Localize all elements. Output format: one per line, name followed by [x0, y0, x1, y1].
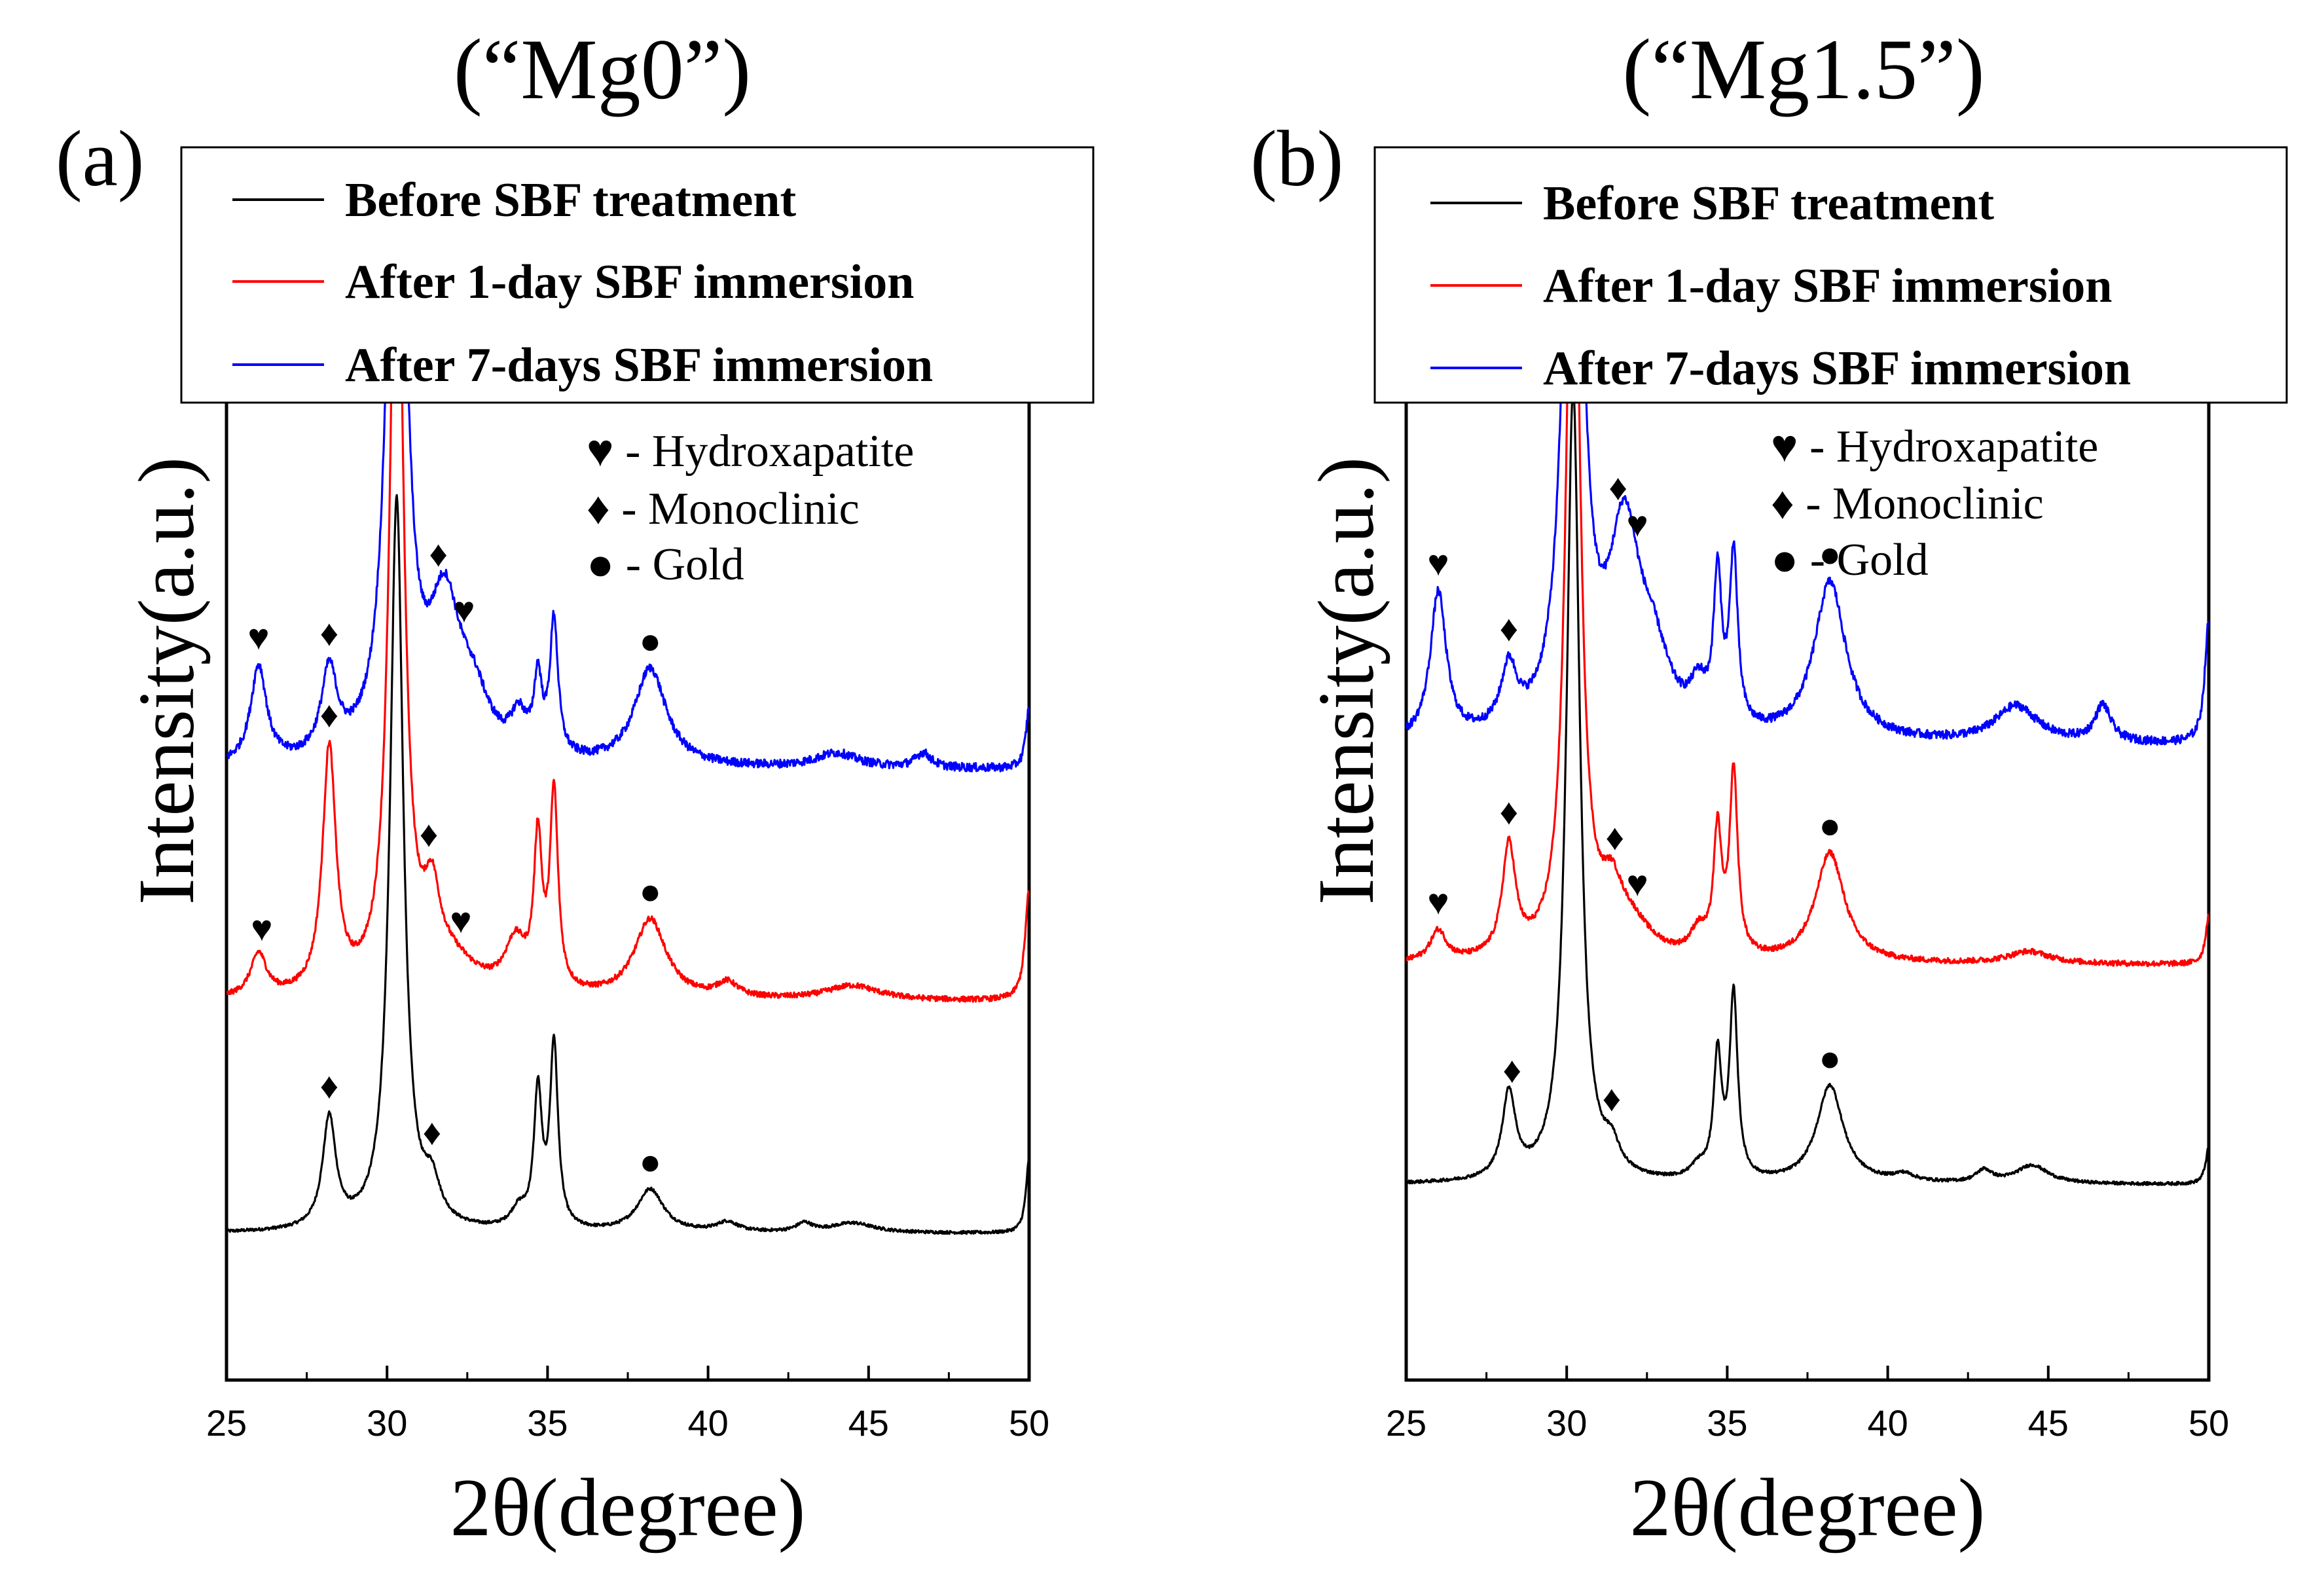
panel-a-legend: Before SBF treatment After 1-day SBF imm…	[180, 146, 1095, 404]
panel-a-x-tick-label-5: 50	[1009, 1402, 1049, 1444]
panel-b-series-1day-marker-2: ♦	[1606, 818, 1625, 858]
panel-b-series-before-marker-1: ♦	[1603, 1079, 1622, 1119]
panel-a-series-7days-marker-0: ♥	[247, 617, 269, 658]
panel-b-legend-1day: After 1-day SBF immersion	[1543, 259, 2112, 313]
panel-b-x-tick-label-0: 25	[1386, 1402, 1426, 1444]
panel-a-series-1day-marker-3: ♥	[450, 901, 471, 941]
panel-b-title: (“Mg1.5”)	[1622, 21, 1984, 117]
panel-a-legend-before: Before SBF treatment	[345, 173, 796, 227]
panel-a-series-1day-marker-1: ♦	[320, 695, 339, 735]
panel-b-series-group	[1406, 159, 2209, 1186]
panel-b-x-tick-label-2: 35	[1707, 1402, 1747, 1444]
panel-b-key-gold: ● - Gold	[1771, 535, 1929, 585]
panel-a-series-before-line	[227, 494, 1029, 1235]
panel-a-x-tick-label-0: 25	[206, 1402, 247, 1444]
panel-b-plot-area: ♦♦●♥♦♦♥●♥♦♦♥●	[1406, 159, 2209, 1186]
panel-b-y-axis-label: Intensity(a.u.)	[1302, 457, 1390, 905]
panel-a: (“Mg0”) (a) ♦♦●♥♦♦♥●♥ ♦♦♥● Before SBF tre…	[56, 21, 1095, 1554]
panel-a-series-7days-line	[227, 159, 1029, 773]
panel-a-x-axis-label: 2θ(degree)	[450, 1463, 805, 1554]
panel-b-x-ticks: 25 30 35 40 45 50	[1386, 1366, 2229, 1444]
panel-a-x-tick-label-3: 40	[687, 1402, 728, 1444]
panel-a-legend-box	[180, 146, 1095, 404]
panel-a-series-1day-marker-2: ♦	[420, 814, 439, 855]
panel-a-title: (“Mg0”)	[454, 21, 751, 117]
panel-a-series-before-marker-1: ♦	[423, 1113, 442, 1154]
panel-b-key-monoclinic: ♦ - Monoclinic	[1771, 479, 2044, 529]
panel-a-series-7days-marker-1: ♦	[320, 613, 339, 654]
panel-a-plot-area: ♦♦●♥♦♦♥●♥ ♦♦♥●	[227, 159, 1029, 1235]
panel-b-series-before-marker-0: ♦	[1503, 1050, 1522, 1091]
panel-a-series-before-marker-2: ●	[639, 1142, 661, 1183]
panel-a-x-tick-label-4: 45	[848, 1402, 889, 1444]
panel-b-series-7days-marker-4: ●	[1819, 535, 1841, 575]
panel-a-legend-7days: After 7-days SBF immersion	[345, 338, 933, 392]
panel-b-series-7days-line	[1406, 159, 2209, 746]
panel-b-series-1day-marker-3: ♥	[1626, 864, 1648, 905]
panel-b-series-7days-marker-0: ♥	[1427, 543, 1449, 584]
panel-a-key-gold: ● - Gold	[587, 539, 744, 590]
panel-b-legend-7days: After 7-days SBF immersion	[1543, 342, 2131, 395]
panel-b: (“Mg1.5”) (b) ♦♦●♥♦♦♥●♥♦♦♥● Before SBF t…	[1250, 21, 2288, 1554]
panel-b-x-tick-label-5: 50	[2188, 1402, 2229, 1444]
panel-b-series-7days-marker-1: ♦	[1500, 609, 1519, 649]
panel-b-series-1day-marker-1: ♦	[1500, 792, 1519, 833]
panel-b-legend-before: Before SBF treatment	[1543, 177, 1994, 230]
panel-a-x-ticks: 25 30 35 40 45 50	[206, 1366, 1049, 1444]
panel-a-series-1day-marker-0: ♥	[251, 909, 272, 949]
panel-a-x-tick-label-1: 30	[367, 1402, 407, 1444]
panel-a-series-7days-marker-4: ●	[639, 621, 661, 662]
panel-a-series-7days-marker-3: ♥	[453, 590, 475, 630]
panel-b-series-1day-marker-4: ●	[1819, 806, 1841, 846]
panel-b-label: (b)	[1250, 115, 1343, 203]
panel-b-legend-box	[1373, 146, 2288, 404]
panel-a-series-1day-line	[227, 159, 1029, 1003]
panel-a-y-axis-label: Intensity(a.u.)	[122, 457, 211, 905]
panel-a-key-monoclinic: ♦ - Monoclinic	[587, 484, 860, 534]
panel-b-series-7days-marker-3: ♥	[1626, 504, 1648, 545]
panel-b-series-7days-marker-2: ♦	[1608, 468, 1627, 509]
panel-a-series-7days-marker-2: ♦	[429, 534, 448, 575]
panel-b-key-hydroxapatite: ♥ - Hydroxapatite	[1771, 422, 2098, 472]
panel-b-legend: Before SBF treatment After 1-day SBF imm…	[1373, 146, 2288, 404]
panel-b-series-1day-line	[1406, 159, 2209, 968]
panel-b-x-axis-label: 2θ(degree)	[1629, 1463, 1985, 1554]
panel-b-x-tick-label-1: 30	[1546, 1402, 1587, 1444]
panel-a-series-1day-marker-4: ●	[639, 872, 661, 913]
panel-b-x-tick-label-3: 40	[1867, 1402, 1908, 1444]
panel-b-x-tick-label-4: 45	[2028, 1402, 2069, 1444]
panel-a-phase-key: ♥ - Hydroxapatite ♦ - Monoclinic ● - Gol…	[587, 426, 914, 590]
panel-a-label: (a)	[56, 115, 144, 203]
panel-a-x-tick-label-2: 35	[527, 1402, 568, 1444]
panel-b-series-before-line	[1406, 386, 2209, 1186]
panel-a-key-hydroxapatite: ♥ - Hydroxapatite	[587, 426, 914, 477]
panel-a-legend-1day: After 1-day SBF immersion	[345, 255, 914, 309]
panel-b-series-before-marker-2: ●	[1819, 1038, 1841, 1079]
panel-a-series-before-marker-0: ♦	[320, 1066, 339, 1107]
panel-b-series-1day-marker-0: ♥	[1427, 882, 1449, 923]
panel-b-phase-key: ♥ - Hydroxapatite ♦ - Monoclinic ● - Gol…	[1771, 422, 2098, 585]
panel-a-series-group	[227, 159, 1029, 1235]
